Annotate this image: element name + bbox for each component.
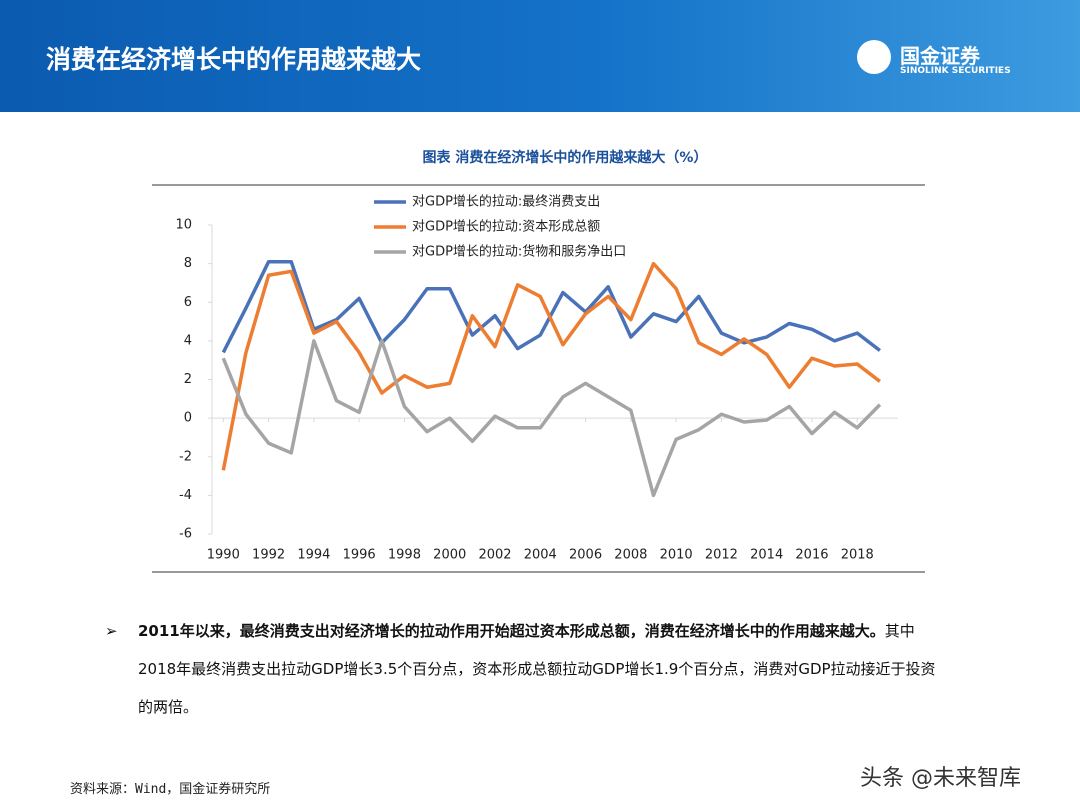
bullet-text: 其中2018年最终消费支出拉动GDP增长3.5个百分点，资本形成总额拉动GDP增… (138, 622, 936, 716)
x-tick-label: 2004 (524, 548, 557, 563)
x-tick-label: 2002 (478, 548, 511, 563)
y-tick-label: 10 (175, 218, 192, 233)
y-tick-label: -6 (179, 527, 192, 542)
bullet: ➢ 2011年以来，最终消费支出对经济增长的拉动作用开始超过资本形成总额，消费在经… (105, 612, 945, 726)
logo-icon (857, 40, 891, 74)
y-tick-label: 0 (184, 411, 192, 426)
x-tick-label: 2006 (569, 548, 602, 563)
series-line (221, 259, 881, 354)
x-tick-label: 2018 (841, 548, 874, 563)
y-tick-label: 2 (184, 372, 192, 387)
x-tick-label: 2014 (750, 548, 783, 563)
x-tick-label: 1996 (343, 548, 376, 563)
header-title: 消费在经济增长中的作用越来越大 (46, 45, 422, 74)
y-tick-label: 4 (184, 333, 192, 348)
y-tick-label: -2 (179, 449, 192, 464)
header: 消费在经济增长中的作用越来越大 国金证券 SINOLINK SECURITIES (0, 0, 1080, 112)
legend-label: 对GDP增长的拉动:货物和服务净出口 (412, 244, 626, 260)
y-tick-label: -4 (179, 488, 192, 503)
logo-name: 国金证券 (900, 44, 980, 68)
y-tick-label: 6 (184, 295, 192, 310)
legend-label: 对GDP增长的拉动:最终消费支出 (412, 194, 600, 210)
x-tick-label: 1992 (252, 548, 285, 563)
watermark: 头条 @未来智库 (860, 766, 1021, 791)
bullet-arrow: ➢ (105, 622, 118, 640)
series-line (221, 261, 881, 471)
x-tick-label: 2010 (660, 548, 693, 563)
source: 资料来源：Wind，国金证券研究所 (70, 782, 271, 797)
legend-label: 对GDP增长的拉动:资本形成总额 (412, 219, 600, 235)
series-line (221, 339, 882, 498)
x-tick-label: 1998 (388, 548, 421, 563)
bullet-para: 2011年以来，最终消费支出对经济增长的拉动作用开始超过资本形成总额，消费在经济… (138, 612, 945, 726)
y-tick-label: 8 (184, 256, 192, 271)
x-tick-label: 2012 (705, 548, 738, 563)
bullet-bold: 2011年以来，最终消费支出对经济增长的拉动作用开始超过资本形成总额，消费在经济… (138, 622, 885, 640)
x-tick-label: 1990 (207, 548, 240, 563)
x-tick-label: 2008 (614, 548, 647, 563)
x-tick-label: 2016 (795, 548, 828, 563)
logo-sub: SINOLINK SECURITIES (900, 66, 1011, 76)
chart-title: 图表 消费在经济增长中的作用越来越大（%） (423, 149, 708, 166)
x-tick-label: 1994 (297, 548, 330, 563)
chart: 图表 消费在经济增长中的作用越来越大（%） -6 -4 -2 0 2 4 6 8 10 1990 1… (152, 149, 925, 573)
x-tick-label: 2000 (433, 548, 466, 563)
